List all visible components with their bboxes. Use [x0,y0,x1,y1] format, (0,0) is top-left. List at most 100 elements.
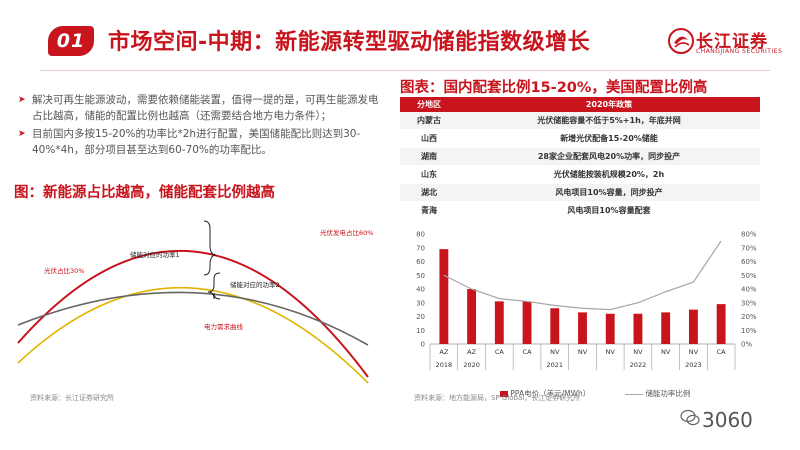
region-cell: 内蒙古 [400,112,458,130]
policy-cell: 新增光伏配备15-20%储能 [458,129,760,148]
policy-table: 分地区 2020年政策 内蒙古 光伏储能容量不低于5%+1h，年底并网 山西 新增光… [400,97,760,220]
logo-subtitle: CHANGJIANG SECURITIES [696,48,783,55]
bullet-arrow-icon: ➤ [18,129,26,139]
legend-line-label: 储能功率比例 [645,389,691,398]
legend-bar-swatch [500,391,508,397]
x-tick-label: NV [661,348,671,356]
y-left-tick-label: 50 [416,272,425,280]
curves-diagram: 光伏发电占比60% 光伏占比30% 储能对应的功率1 储能对应的功率2 电力需求… [17,220,373,384]
x-tick-label: NV [578,348,588,356]
left-source: 资料来源：长江证券研究所 [30,394,114,402]
bar [661,312,671,344]
policy-cell: 风电项目10%容量配套 [458,201,760,220]
section-number-badge: 01 [48,26,94,56]
region-cell: 湖北 [400,183,458,202]
left-figure-title: 图：新能源占比越高，储能配套比例越高 [14,185,275,201]
logo-text: 长江证券 [696,32,768,52]
region-cell: 青海 [400,201,458,220]
legend-bar-label: PPA电价（美元/MWh） [510,389,591,398]
year-group-label: 2022 [630,361,647,369]
label-pv-60: 光伏发电占比60% [320,228,373,237]
y-left-tick-label: 30 [416,299,425,307]
bar [439,249,449,344]
bar [605,313,615,344]
brace-1 [203,220,217,276]
bullet-text: 解决可再生能源波动，需要依赖储能装置，值得一提的是，可再生能源发电占比越高，储能… [32,94,379,122]
bullet-text: 目前国内多按15-20%的功率比*2h进行配置，美国储能配比则达到30-40%*… [32,128,361,156]
x-tick-label: NV [606,348,616,356]
y-left-tick-label: 0 [421,341,425,349]
table-row: 山西 新增光伏配备15-20%储能 [400,129,760,148]
table-row: 湖南 28家企业配套风电20%功率，同步投产 [400,147,760,166]
y-right-tick-label: 70% [741,244,757,252]
table-row: 湖北 风电项目10%容量，同步投产 [400,183,760,202]
bullet-item: ➤ 解决可再生能源波动，需要依赖储能装置，值得一提的是，可再生能源发电占比越高，… [14,92,386,124]
y-right-tick-label: 20% [741,313,757,321]
ratio-line [443,240,722,311]
policy-cell: 光伏储能容量不低于5%+1h，年底并网 [458,112,760,130]
pv-30-curve [17,286,369,384]
table-row: 内蒙古 光伏储能容量不低于5%+1h，年底并网 [400,112,760,130]
ppa-bar-chart: 0 10 20 30 40 50 60 70 80 0% 10% 20% 30% 40% 50% 60% 70%… [416,231,757,370]
brace-2 [207,272,221,300]
right-figure-title: 图表：国内配套比例15-20%，美国配置比例高 [400,80,708,96]
policy-cell: 光伏储能按装机规模20%，2h [458,165,760,184]
header-divider [40,70,770,71]
demand-curve [17,291,369,346]
header-policy: 2020年政策 [458,97,760,112]
policy-cell: 28家企业配套风电20%功率，同步投产 [458,147,760,166]
right-source: 资料来源：地方能源局，SP Global，长江证券研究所 [414,394,581,402]
year-group-label: 2021 [546,361,563,369]
policy-cell: 风电项目10%容量，同步投产 [458,183,760,202]
page-title: 市场空间-中期：新能源转型驱动储能指数级增长 [108,30,591,55]
bar [716,304,726,344]
table-row: 青海 风电项目10%容量配套 [400,201,760,220]
label-demand: 电力需求曲线 [204,322,244,331]
bar [688,309,698,344]
y-left-tick-label: 70 [416,244,425,252]
table-row: 山东 光伏储能按装机规模20%，2h [400,165,760,184]
y-left-tick-label: 10 [416,327,425,335]
label-storage-2: 储能对应的功率2 [230,280,280,289]
year-group-label: 2018 [436,361,453,369]
y-right-tick-label: 60% [741,258,757,266]
x-tick-label: CA [495,348,505,356]
wechat-icon [680,409,700,426]
x-tick-label: AZ [467,348,476,356]
wechat-account: 3060 [702,408,753,432]
bar [494,301,504,344]
y-right-tick-label: 80% [741,231,757,239]
year-group-label: 2020 [463,361,480,369]
y-right-tick-label: 10% [741,327,757,335]
bullet-item: ➤ 目前国内多按15-20%的功率比*2h进行配置，美国储能配比则达到30-40… [14,126,386,158]
label-pv-30: 光伏占比30% [44,266,84,275]
table-header-row: 分地区 2020年政策 [400,97,760,112]
region-cell: 湖南 [400,147,458,166]
logo-icon [668,28,694,54]
region-cell: 山西 [400,129,458,148]
x-tick-label: NV [689,348,699,356]
bar [550,308,560,344]
legend-line-swatch [625,393,644,395]
bullet-list: ➤ 解决可再生能源波动，需要依赖储能装置，值得一提的是，可再生能源发电占比越高，… [14,92,386,160]
y-left-tick-label: 80 [416,231,425,239]
x-tick-label: CA [717,348,727,356]
bullet-arrow-icon: ➤ [18,95,26,105]
x-tick-label: AZ [439,348,448,356]
y-right-tick-label: 30% [741,299,757,307]
x-tick-label: NV [550,348,560,356]
year-group-label: 2023 [685,361,702,369]
y-right-tick-label: 0% [741,341,752,349]
region-cell: 山东 [400,165,458,184]
y-left-tick-label: 60 [416,258,425,266]
chart-legend: PPA电价（美元/MWh） 储能功率比例 [500,388,690,399]
header-region: 分地区 [400,97,458,112]
bar [522,301,532,344]
y-right-tick-label: 40% [741,286,757,294]
bar [633,313,643,344]
x-tick-label: CA [523,348,533,356]
label-storage-1: 储能对应的功率1 [130,250,180,259]
x-tick-label: NV [633,348,643,356]
bar [578,312,587,344]
y-left-tick-label: 20 [416,313,425,321]
